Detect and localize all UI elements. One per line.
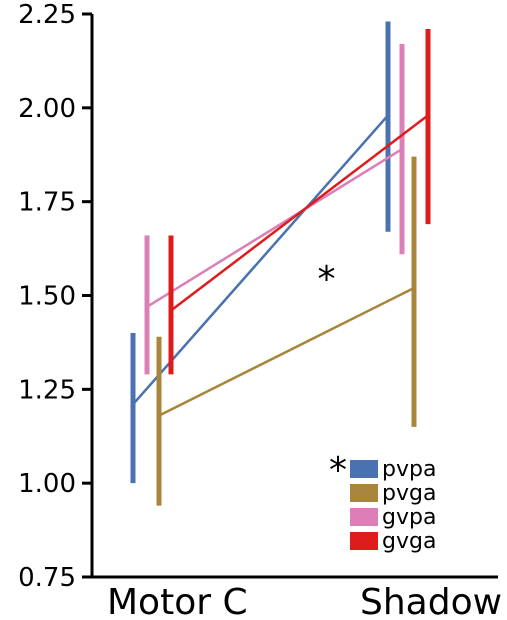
axes: 0.75 1.00 1.25 1.50 1.75 2.00 2.25 Motor C Shado… — [18, 0, 502, 620]
series-pvga — [156, 156, 417, 506]
x-category-label: Shadow — [360, 582, 502, 620]
legend-swatch — [350, 460, 378, 478]
legend-label: gvpa — [382, 505, 436, 530]
x-category-label: Motor C — [107, 582, 248, 620]
series-layer — [130, 21, 431, 506]
legend-item-pvga: pvga — [350, 481, 436, 506]
legend-label: pvpa — [382, 457, 436, 482]
legend-item-pvpa: * pvpa — [329, 450, 436, 491]
legend-item-gvga: gvga — [350, 529, 436, 554]
y-tick-label: 1.00 — [18, 469, 76, 499]
y-tick-label: 1.50 — [18, 282, 76, 312]
legend-swatch — [350, 484, 378, 502]
legend-item-gvpa: gvpa — [350, 505, 436, 530]
series-gvga — [168, 29, 431, 375]
y-tick-label: 2.25 — [18, 0, 76, 30]
series-line — [132, 114, 389, 406]
significance-asterisk: * — [317, 259, 335, 300]
series-line — [170, 114, 429, 312]
y-tick-label: 1.75 — [18, 188, 76, 218]
y-tick-label: 0.75 — [18, 563, 76, 593]
series-pvpa — [130, 21, 391, 484]
annotation-layer: * — [317, 259, 335, 300]
series-line — [158, 286, 415, 417]
legend-swatch — [350, 508, 378, 526]
y-tick-label: 2.00 — [18, 94, 76, 124]
legend-label: gvga — [382, 529, 436, 554]
legend-swatch — [350, 532, 378, 550]
series-gvpa — [144, 44, 405, 375]
y-tick-label: 1.25 — [18, 375, 76, 405]
series-line — [146, 148, 403, 308]
legend-asterisk: * — [329, 450, 347, 491]
legend-label: pvga — [382, 481, 436, 506]
